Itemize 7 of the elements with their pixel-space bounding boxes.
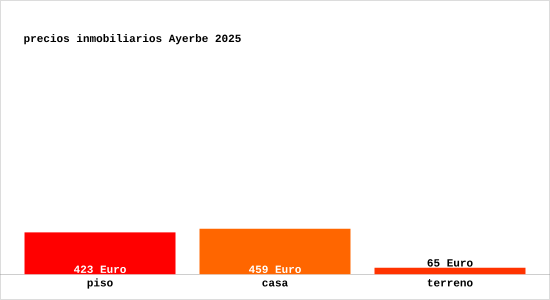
x-tick-label: terreno xyxy=(428,279,473,286)
x-tick-label: piso xyxy=(88,278,113,289)
data-label: 423 Euro xyxy=(74,266,126,274)
data-label: 65 Euro xyxy=(428,259,473,267)
x-tick-label: casa xyxy=(262,280,288,286)
chart-title: precios inmobiliarios Ayerbe 2025 xyxy=(24,34,241,44)
data-label: 459 Euro xyxy=(248,266,301,274)
